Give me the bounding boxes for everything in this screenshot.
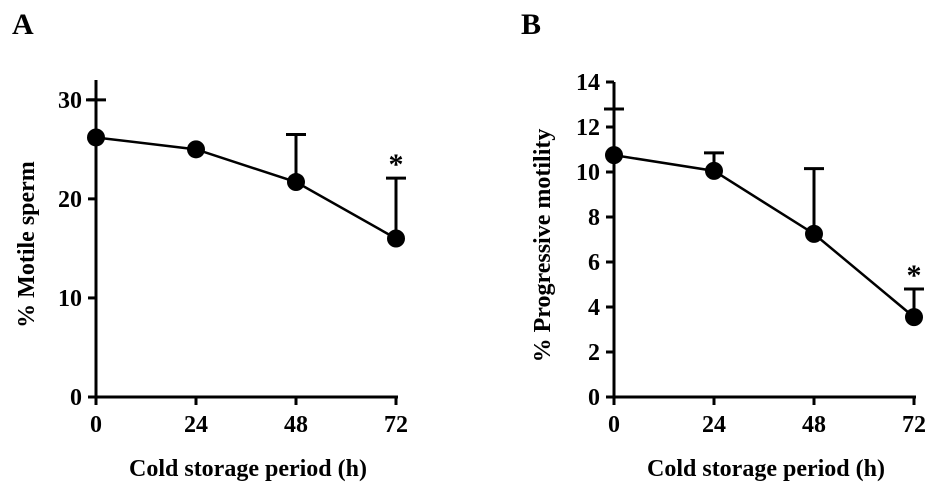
panel-a-series-line [95, 136, 397, 240]
panel-a-x-tick-label: 24 [184, 412, 208, 438]
panel-a-y-tick-label: 0 [70, 385, 82, 411]
panel-b-x-tick-label: 24 [702, 412, 726, 438]
panel-b-x-tick-label: 48 [802, 412, 826, 438]
panel-a-x-tick-label: 0 [90, 412, 102, 438]
panel-b-data-point [905, 308, 923, 327]
panel-b-y-tick-label: 12 [576, 115, 600, 141]
panel-a-x-axis-title: Cold storage period (h) [129, 456, 367, 482]
panel-a-y-axis-title: % Motile sperm [14, 161, 40, 328]
panel-a-x-tick-label: 48 [284, 412, 308, 438]
panel-b-x-axis-title: Cold storage period (h) [647, 456, 885, 482]
panel-a-data-point [287, 173, 305, 192]
panel-a-chart: A 0 10 20 30 0 24 48 72 Cold storage period (h) % … [12, 8, 408, 482]
panel-b-y-tick-label: 0 [588, 385, 600, 411]
panel-a-data-point [87, 128, 105, 147]
panel-a-y-tick-label: 20 [58, 187, 82, 213]
panel-b-y-tick-label: 10 [576, 160, 600, 186]
panel-b-y-tick-label: 8 [588, 205, 600, 231]
panel-b-label: B [521, 8, 541, 41]
panel-a-x-tick-label: 72 [384, 412, 408, 438]
panel-b-significance-marker: * [907, 259, 922, 292]
panel-b-y-tick-label: 2 [588, 340, 600, 366]
panel-b-x-tick-label: 0 [608, 412, 620, 438]
panel-b-data-point [605, 146, 623, 165]
panel-b-y-tick-label: 4 [588, 295, 600, 321]
panel-a-data-point [187, 140, 205, 159]
panel-a-y-tick-label: 10 [58, 286, 82, 312]
panel-b-x-tick-label: 72 [902, 412, 926, 438]
panel-b-series-line [613, 153, 915, 319]
panel-b-y-tick-label: 14 [576, 70, 600, 96]
panel-b-y-axis-title: % Progressive motility [530, 129, 556, 363]
panel-a-data-point [387, 229, 405, 248]
panel-b-data-point [705, 161, 723, 180]
panel-a-significance-marker: * [389, 148, 404, 181]
panel-b-y-tick-label: 6 [588, 250, 600, 276]
panel-b-data-point [805, 224, 823, 243]
panel-a-label: A [12, 8, 34, 41]
panel-a-y-tick-label: 30 [58, 88, 82, 114]
